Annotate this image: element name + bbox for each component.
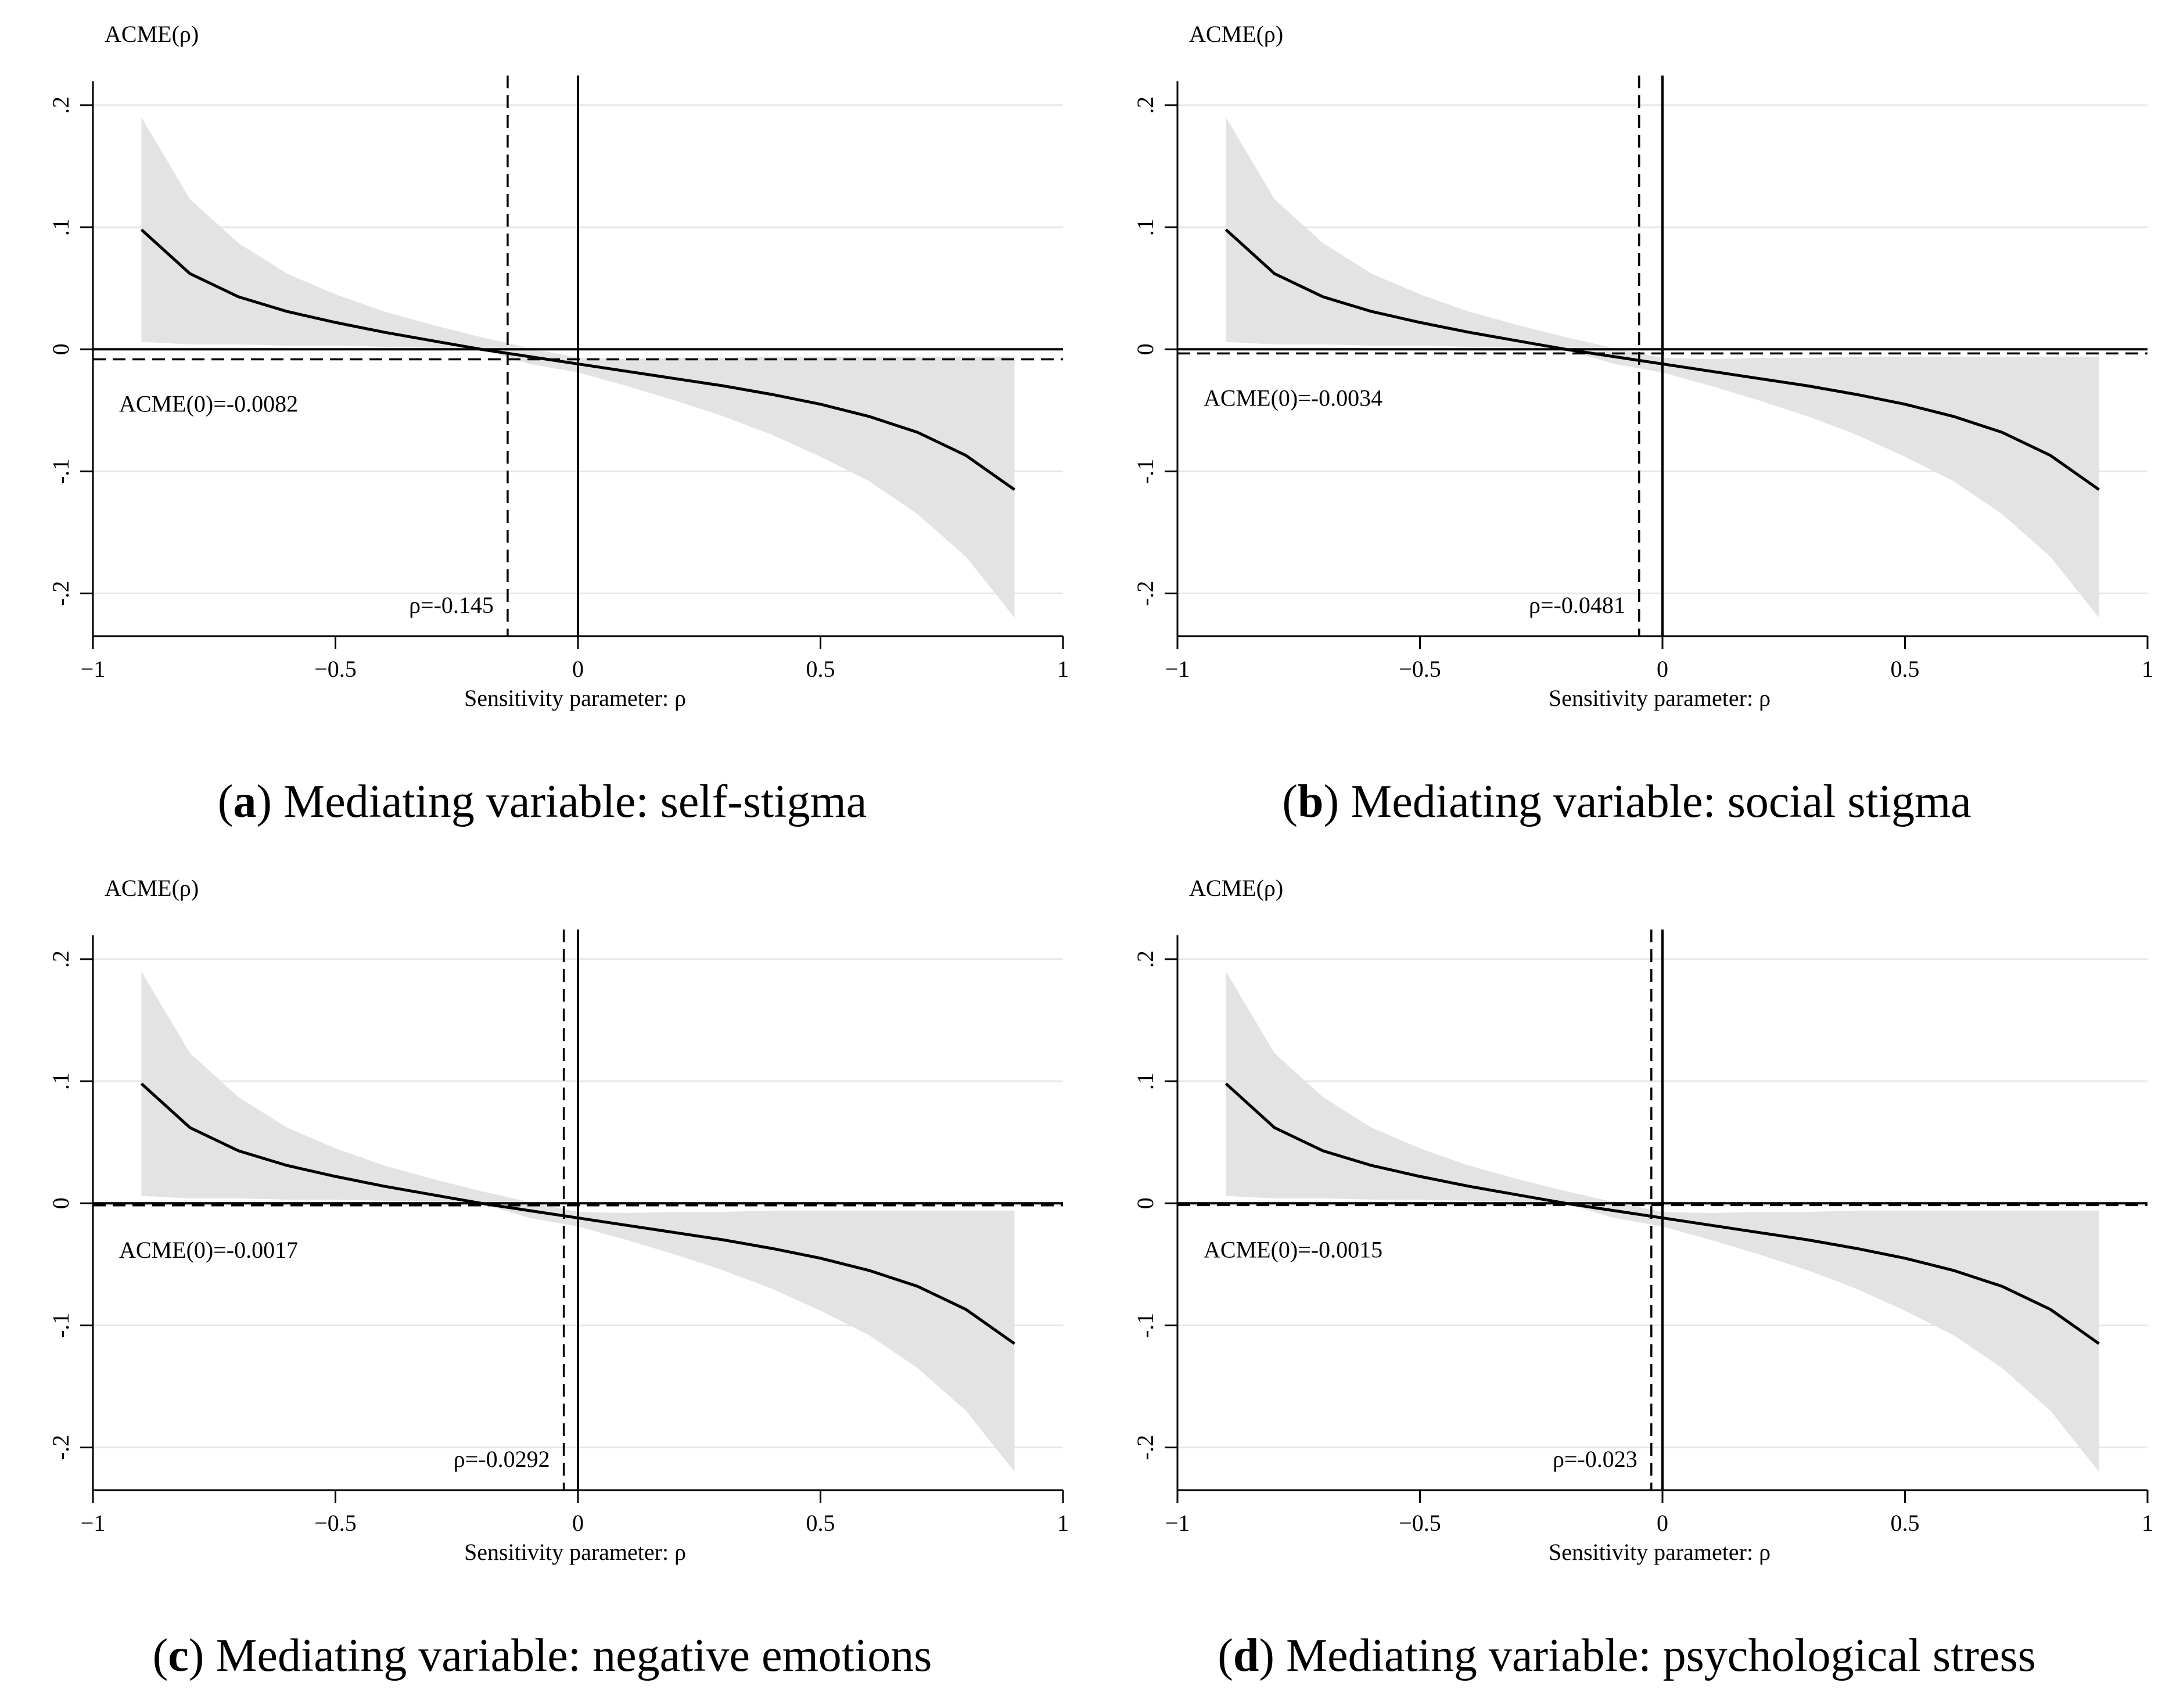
y-axis-title: ACME(ρ) [1189, 875, 1283, 901]
x-tick-label-2: 0 [1657, 1510, 1668, 1536]
acme-estimate-line [1224, 228, 2100, 491]
x-axis-title: Sensitivity parameter: ρ [1549, 685, 1771, 711]
y-axis-title: ACME(ρ) [1189, 21, 1283, 47]
chart-panel-a: .2 .1 0 -.1 -.2 −1 −0.5 0 0.5 1 ACME(ρ) Sensitivity… [0, 0, 1084, 854]
x-tick-label-3: 0.5 [806, 1510, 835, 1536]
y-tick-label-4: -.2 [48, 581, 74, 606]
acme-zero-annotation: ACME(0)=-0.0017 [119, 1237, 298, 1263]
y-axis-title: ACME(ρ) [105, 875, 199, 901]
y-tick-label-3: -.1 [1132, 459, 1158, 484]
x-axis-title: Sensitivity parameter: ρ [1549, 1539, 1771, 1565]
panel-caption-text-b: Mediating variable: social stigma [1351, 776, 1972, 827]
panel-letter-d: d [1233, 1630, 1259, 1681]
panel-caption-d: (d) Mediating variable: psychological st… [1218, 1630, 2036, 1681]
x-tick-label-4: 1 [2142, 656, 2153, 682]
x-tick-label-1: −0.5 [1399, 1510, 1441, 1536]
y-tick-label-2: 0 [1132, 1197, 1158, 1209]
y-tick-label-0: .2 [48, 950, 74, 968]
y-tick-label-3: -.1 [1132, 1313, 1158, 1338]
x-axis-title: Sensitivity parameter: ρ [464, 1539, 686, 1565]
x-tick-label-3: 0.5 [806, 656, 835, 682]
x-tick-label-1: −0.5 [314, 656, 357, 682]
x-tick-label-0: −1 [1165, 1510, 1190, 1536]
x-tick-label-4: 1 [2142, 1510, 2153, 1536]
panel-caption-a: (a) Mediating variable: self-stigma [217, 776, 867, 827]
chart-svg-b: .2 .1 0 -.1 -.2 −1 −0.5 0 0.5 1 ACME(ρ) Sensitivity… [1132, 21, 2153, 711]
y-tick-label-2: 0 [48, 1197, 74, 1209]
rho-annotation: ρ=-0.0481 [1529, 592, 1625, 618]
x-tick-label-0: −1 [1165, 656, 1190, 682]
rho-annotation: ρ=-0.023 [1553, 1446, 1637, 1472]
x-tick-label-1: −0.5 [314, 1510, 357, 1536]
y-tick-label-0: .2 [1132, 950, 1158, 968]
chart-svg-d: .2 .1 0 -.1 -.2 −1 −0.5 0 0.5 1 ACME(ρ) Sensitivity… [1132, 875, 2153, 1565]
x-tick-label-0: −1 [81, 1510, 106, 1536]
panel-caption-c: (c) Mediating variable: negative emotion… [152, 1630, 932, 1681]
chart-svg-c: .2 .1 0 -.1 -.2 −1 −0.5 0 0.5 1 ACME(ρ) Sensitivity… [48, 875, 1069, 1565]
y-tick-label-3: -.1 [48, 1313, 74, 1338]
acme-zero-annotation: ACME(0)=-0.0034 [1204, 385, 1382, 411]
y-axis-title: ACME(ρ) [105, 21, 199, 47]
y-tick-label-1: .1 [48, 1072, 74, 1090]
x-tick-label-4: 1 [1057, 1510, 1069, 1536]
acme-zero-annotation: ACME(0)=-0.0015 [1204, 1236, 1382, 1262]
chart-panel-d: .2 .1 0 -.1 -.2 −1 −0.5 0 0.5 1 ACME(ρ) Sensitivity… [1084, 854, 2169, 1708]
y-tick-label-1: .1 [48, 218, 74, 236]
panel-caption-text-d: Mediating variable: psychological stress [1286, 1630, 2036, 1681]
panel-caption-b: (b) Mediating variable: social stigma [1282, 776, 1972, 827]
y-tick-label-3: -.1 [48, 459, 74, 484]
panel-letter-c: c [168, 1630, 189, 1681]
x-tick-label-2: 0 [572, 1510, 584, 1536]
y-tick-label-2: 0 [1132, 343, 1158, 355]
acme-estimate-line [140, 228, 1015, 491]
panel-caption-text-c: Mediating variable: negative emotions [216, 1630, 932, 1681]
y-tick-label-1: .1 [1132, 218, 1158, 236]
chart-svg-a: .2 .1 0 -.1 -.2 −1 −0.5 0 0.5 1 ACME(ρ) Sensitivity… [48, 21, 1069, 711]
x-tick-label-3: 0.5 [1891, 656, 1920, 682]
x-axis-title: Sensitivity parameter: ρ [464, 685, 686, 711]
y-tick-label-4: -.2 [1132, 581, 1158, 606]
x-tick-label-0: −1 [81, 656, 106, 682]
acme-estimate-line [1224, 1082, 2100, 1345]
x-tick-label-3: 0.5 [1891, 1510, 1920, 1536]
y-tick-label-2: 0 [48, 343, 74, 355]
chart-panel-b: .2 .1 0 -.1 -.2 −1 −0.5 0 0.5 1 ACME(ρ) Sensitivity… [1084, 0, 2169, 854]
rho-annotation: ρ=-0.0292 [454, 1446, 550, 1472]
acme-estimate-line [140, 1082, 1015, 1345]
x-tick-label-2: 0 [1657, 656, 1668, 682]
y-tick-label-0: .2 [1132, 96, 1158, 114]
chart-panel-c: .2 .1 0 -.1 -.2 −1 −0.5 0 0.5 1 ACME(ρ) Sensitivity… [0, 854, 1084, 1708]
x-tick-label-2: 0 [572, 656, 584, 682]
x-tick-label-1: −0.5 [1399, 656, 1441, 682]
acme-zero-annotation: ACME(0)=-0.0082 [119, 390, 298, 417]
rho-annotation: ρ=-0.145 [409, 592, 494, 618]
panel-letter-b: b [1297, 776, 1324, 827]
panel-caption-text-a: Mediating variable: self-stigma [283, 776, 867, 827]
y-tick-label-4: -.2 [48, 1435, 74, 1460]
y-tick-label-1: .1 [1132, 1072, 1158, 1090]
y-tick-label-0: .2 [48, 96, 74, 114]
x-tick-label-4: 1 [1057, 656, 1069, 682]
panel-letter-a: a [233, 776, 257, 827]
y-tick-label-4: -.2 [1132, 1435, 1158, 1460]
